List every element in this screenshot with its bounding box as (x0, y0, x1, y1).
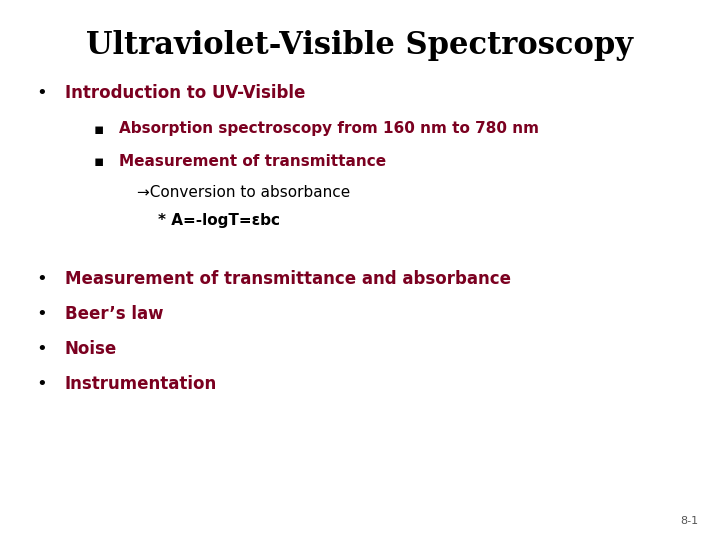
Text: Ultraviolet-Visible Spectroscopy: Ultraviolet-Visible Spectroscopy (86, 30, 634, 60)
Text: 8-1: 8-1 (680, 516, 698, 526)
Text: •: • (36, 84, 47, 102)
Text: •: • (36, 270, 47, 288)
Text: Beer’s law: Beer’s law (65, 305, 163, 323)
Text: •: • (36, 375, 47, 393)
Text: Noise: Noise (65, 340, 117, 358)
Text: •: • (36, 340, 47, 358)
Text: Measurement of transmittance: Measurement of transmittance (119, 154, 386, 169)
Text: Measurement of transmittance and absorbance: Measurement of transmittance and absorba… (65, 270, 510, 288)
Text: →Conversion to absorbance: →Conversion to absorbance (137, 185, 350, 200)
Text: ▪: ▪ (94, 154, 104, 169)
Text: Absorption spectroscopy from 160 nm to 780 nm: Absorption spectroscopy from 160 nm to 7… (119, 122, 539, 137)
Text: Instrumentation: Instrumentation (65, 375, 217, 393)
Text: •: • (36, 305, 47, 323)
Text: ▪: ▪ (94, 122, 104, 137)
Text: Introduction to UV-Visible: Introduction to UV-Visible (65, 84, 305, 102)
Text: * A=-logT=εbc: * A=-logT=εbc (158, 213, 280, 228)
